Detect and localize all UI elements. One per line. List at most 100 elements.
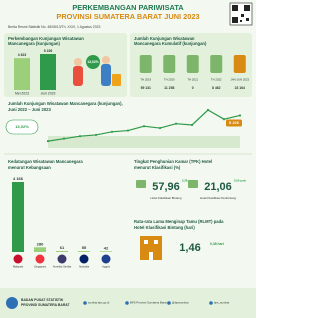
bed-icon <box>136 180 146 188</box>
panel-title: Perkembangan Kunjungan Wisatawan <box>8 36 84 41</box>
tpk-label: Hotel Klasifikasi Bintang <box>150 196 181 200</box>
value-label: 5 226 <box>44 49 53 53</box>
link-icon <box>167 301 171 305</box>
org-name: PROVINSI SUMATERA BARAT <box>21 303 70 307</box>
column-value: 0 <box>192 86 194 90</box>
bed-icon <box>188 180 198 188</box>
trend-point <box>110 130 114 133</box>
growth-label: 13,02% <box>87 60 99 64</box>
category-label: Amerika Serikat <box>53 265 72 269</box>
category-label: Singapura <box>34 265 46 269</box>
panel-title: Kedatangan Wisatawan Mancanegara <box>8 159 83 164</box>
year-icon <box>210 55 223 73</box>
flag <box>79 254 89 264</box>
panel-title: Hotel Klasifikasi Bintang (hari) <box>134 225 195 230</box>
year-icon <box>186 55 199 73</box>
bar <box>56 250 68 252</box>
trend-point <box>62 137 66 140</box>
growth-badge <box>86 55 100 69</box>
rlmt-change: 0,38 hari <box>210 242 224 246</box>
flag <box>13 254 23 264</box>
panel-title: Mancanegara Kumulatif (kunjungan) <box>134 41 207 46</box>
link: bps_sumbar <box>214 301 229 305</box>
panel <box>4 33 127 97</box>
subtitle: Berita Resmi Statistik No. 48/08/13/Th. … <box>8 25 100 29</box>
link: BPS Provinsi Sumatera Barat <box>130 301 167 305</box>
tpk-value: 21,06 <box>204 181 232 193</box>
category-label: Mei 2023 <box>15 91 29 95</box>
value-label: 42 <box>104 245 109 250</box>
value-label: 4 166 <box>13 176 24 181</box>
tpk-value: 57,96 <box>152 181 180 193</box>
panel-title: menurut Klasifikasi (%) <box>134 165 181 170</box>
flag <box>101 254 111 264</box>
flag <box>35 254 45 264</box>
trend-point <box>78 135 82 138</box>
column-value: 8 462 <box>212 86 221 90</box>
trend-point <box>222 118 226 121</box>
org-name: BADAN PUSAT STATISTIK <box>21 298 64 302</box>
link-icon <box>125 301 129 305</box>
panel-title: Tingkat Penghunian Kamar (TPK) Hotel <box>134 159 212 164</box>
infographic: PERKEMBANGAN PARIWISATA PROVINSI SUMATER… <box>0 0 256 318</box>
category-label: Inggris <box>102 265 110 269</box>
growth-label: 13,02% <box>15 124 29 129</box>
link: @bpssumbar <box>172 301 189 305</box>
trend-point <box>126 129 130 132</box>
year-icon <box>233 55 246 73</box>
qr-code <box>229 2 253 26</box>
year-icon <box>139 55 152 73</box>
column-label: TH 2021 <box>187 78 198 82</box>
title: PERKEMBANGAN PARIWISATA <box>72 3 184 12</box>
value-label: 280 <box>37 241 44 246</box>
bar <box>12 182 24 252</box>
title: PROVINSI SUMATERA BARAT JUNI 2023 <box>56 12 199 21</box>
link-icon <box>209 301 213 305</box>
category-label: Australia <box>79 265 90 269</box>
column-value: 11 258 <box>164 86 174 90</box>
column-label: JAN-JUN 2023 <box>230 78 249 82</box>
year-icon <box>163 55 176 73</box>
trend-point <box>46 140 50 143</box>
value-label: 55 <box>82 245 87 250</box>
bar <box>34 247 46 252</box>
flag <box>57 254 67 264</box>
trend-point <box>190 123 194 127</box>
panel-title: Juni 2022 – Juni 2023 <box>8 107 52 112</box>
value-label: 61 <box>60 245 65 250</box>
last-label-box <box>226 119 242 127</box>
skyline <box>48 136 240 148</box>
bar <box>100 251 112 252</box>
panel-title: Jumlah Kunjungan Wisatawan Mancanegara (… <box>8 101 123 106</box>
bar <box>78 251 90 252</box>
trend-point <box>206 108 210 112</box>
growth-badge <box>5 119 39 135</box>
last-label: 5 226 <box>229 120 240 125</box>
rlmt-value: 1,46 <box>179 242 200 254</box>
bar <box>14 58 30 90</box>
column-value: 23 164 <box>235 86 245 90</box>
column-value: 59 131 <box>141 86 151 90</box>
trend-point <box>158 126 162 130</box>
value-label: 4 623 <box>18 53 27 57</box>
link-icon <box>83 301 87 305</box>
trend-point <box>94 133 98 137</box>
trend-point <box>142 125 146 128</box>
column-label: TH 2019 <box>140 78 151 82</box>
hotel-icon <box>140 236 162 260</box>
panel-title: Mancanegara (kunjungan) <box>8 41 60 46</box>
column-label: TH 2022 <box>211 78 222 82</box>
category-label: Juni 2023 <box>41 91 56 95</box>
category-label: Malaysia <box>13 265 24 269</box>
tourists-illustration <box>73 56 121 86</box>
tpk-label: Hotel Klasifikasi Nonbintang <box>200 196 236 200</box>
trend-point <box>238 114 242 117</box>
column-label: TH 2020 <box>164 78 175 82</box>
bps-logo <box>6 297 18 309</box>
link: sumbar.bps.go.id <box>88 301 110 305</box>
panel-title: Rata-rata Lama Menginap Tamu (RLMT) pada <box>134 219 224 224</box>
trend-point <box>174 122 178 125</box>
panel-title: Jumlah Kunjungan Wisatawan <box>134 36 195 41</box>
bar <box>40 54 56 90</box>
panel-title: menurut Kebangsaan <box>8 165 51 170</box>
